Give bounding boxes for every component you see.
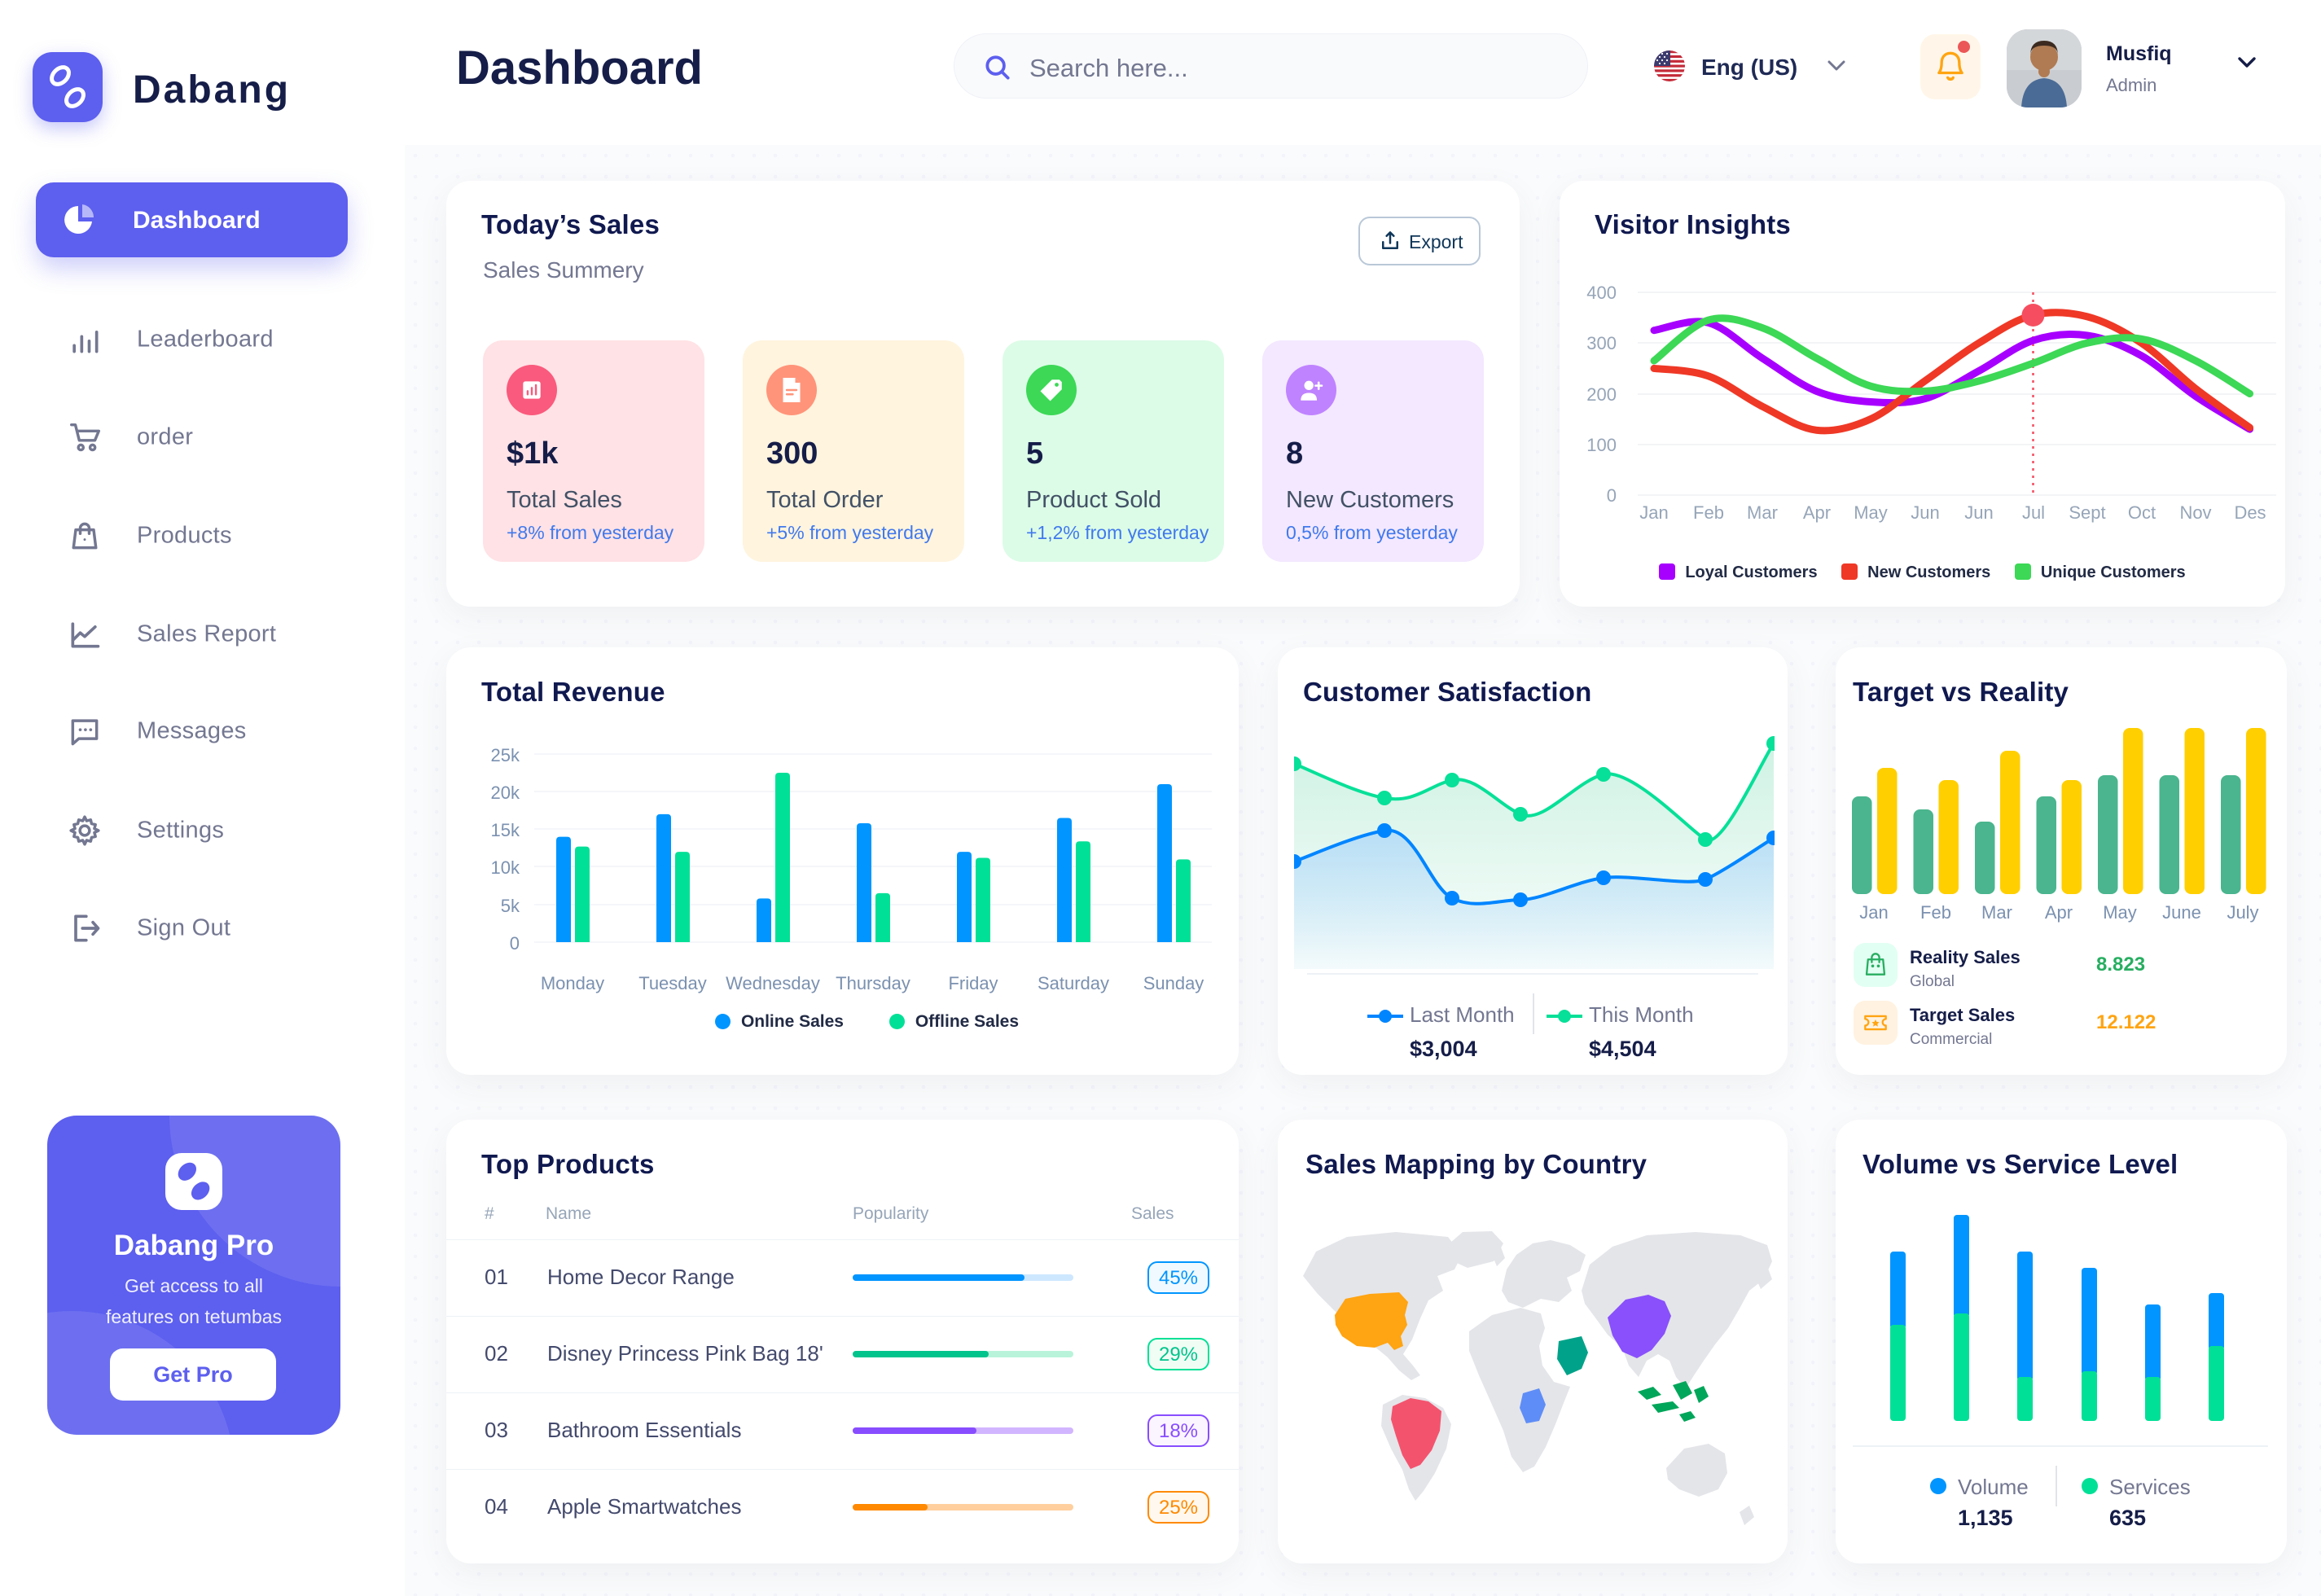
svg-text:Apr: Apr: [2045, 902, 2073, 923]
svg-text:Nov: Nov: [2179, 502, 2211, 523]
svg-text:15k: 15k: [491, 820, 520, 840]
svg-text:Jun: Jun: [1911, 502, 1939, 523]
svg-text:Friday: Friday: [948, 973, 998, 993]
svg-text:Tuesday: Tuesday: [638, 973, 707, 993]
svg-text:300: 300: [1586, 333, 1617, 353]
svg-text:Oct: Oct: [2128, 502, 2156, 523]
svg-text:Feb: Feb: [1920, 902, 1951, 923]
svg-text:Mar: Mar: [1747, 502, 1778, 523]
svg-text:May: May: [1854, 502, 1888, 523]
svg-text:Monday: Monday: [541, 973, 604, 993]
svg-text:10k: 10k: [491, 857, 520, 878]
svg-text:Saturday: Saturday: [1038, 973, 1109, 993]
svg-text:0: 0: [510, 933, 520, 954]
svg-text:5k: 5k: [501, 896, 520, 916]
svg-text:100: 100: [1586, 435, 1617, 455]
svg-text:Des: Des: [2234, 502, 2266, 523]
svg-text:Jun: Jun: [1964, 502, 1993, 523]
svg-text:Feb: Feb: [1693, 502, 1724, 523]
svg-text:400: 400: [1586, 283, 1617, 303]
svg-text:May: May: [2103, 902, 2137, 923]
svg-text:25k: 25k: [491, 745, 520, 765]
svg-text:Jan: Jan: [1859, 902, 1888, 923]
svg-text:Sunday: Sunday: [1143, 973, 1204, 993]
svg-text:20k: 20k: [491, 783, 520, 803]
svg-text:June: June: [2162, 902, 2201, 923]
svg-text:0: 0: [1607, 485, 1617, 506]
svg-text:200: 200: [1586, 384, 1617, 405]
svg-text:July: July: [2227, 902, 2258, 923]
svg-text:Mar: Mar: [1981, 902, 2012, 923]
svg-text:Sept: Sept: [2069, 502, 2105, 523]
svg-text:Apr: Apr: [1803, 502, 1831, 523]
svg-text:Wednesday: Wednesday: [726, 973, 820, 993]
svg-text:Jan: Jan: [1639, 502, 1668, 523]
svg-text:Jul: Jul: [2022, 502, 2045, 523]
svg-text:Thursday: Thursday: [836, 973, 910, 993]
